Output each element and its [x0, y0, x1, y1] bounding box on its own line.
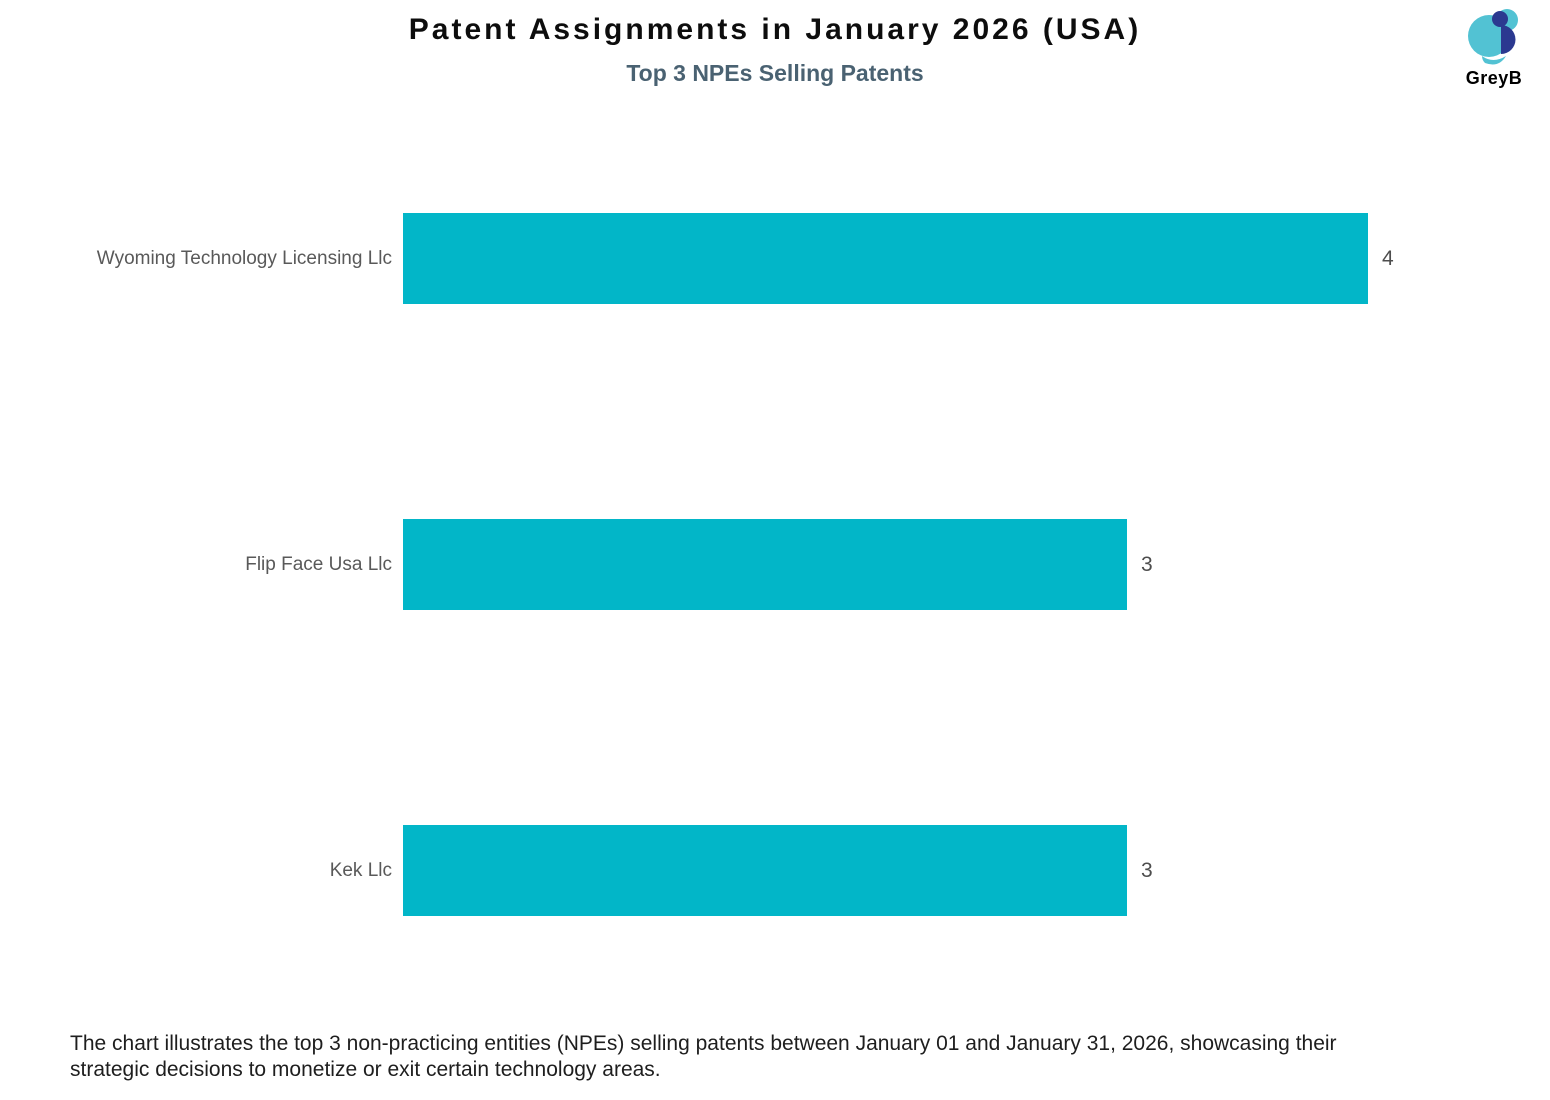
category-label: Kek Llc	[329, 859, 392, 881]
greyb-logo-mark	[1468, 9, 1518, 65]
category-label: Flip Face Usa Llc	[245, 553, 392, 575]
category-label: Wyoming Technology Licensing Llc	[96, 247, 392, 269]
bar	[403, 519, 1127, 610]
greyb-logo-text: GreyB	[1465, 68, 1523, 88]
bar	[403, 825, 1127, 916]
chart-caption: The chart illustrates the top 3 non-prac…	[70, 1031, 1530, 1083]
caption-line-2: strategic decisions to monetize or exit …	[70, 1058, 661, 1081]
chart-subtitle: Top 3 NPEs Selling Patents	[626, 60, 924, 86]
bar-row: Wyoming Technology Licensing Llc 4	[0, 213, 1550, 304]
bar	[403, 213, 1368, 304]
bar-row: Kek Llc 3	[0, 825, 1550, 916]
value-label: 4	[1382, 246, 1394, 270]
greyb-logo: GreyB	[1452, 6, 1536, 89]
chart-title: Patent Assignments in January 2026 (USA)	[408, 13, 1142, 46]
value-label: 3	[1141, 552, 1153, 576]
value-label: 3	[1141, 858, 1153, 882]
caption-line-1: The chart illustrates the top 3 non-prac…	[70, 1032, 1337, 1055]
bar-row: Flip Face Usa Llc 3	[0, 519, 1550, 610]
